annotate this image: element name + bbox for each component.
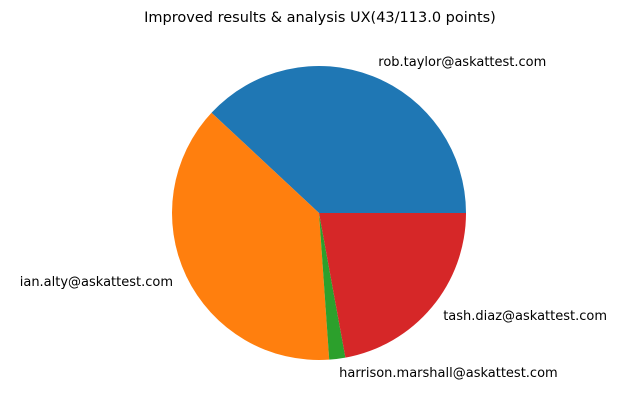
pie-slice-2 xyxy=(172,112,330,360)
pie-slice-label-3: harrison.marshall@askattest.com xyxy=(339,366,558,381)
pie-slice-4 xyxy=(319,213,466,358)
pie-slice-1 xyxy=(211,66,466,213)
pie-slice-3 xyxy=(319,213,346,360)
pie-slice-label-4: tash.diaz@askattest.com xyxy=(443,309,607,324)
pie-slices xyxy=(172,66,466,360)
pie-slice-label-1: rob.taylor@askattest.com xyxy=(378,55,546,70)
pie-labels: rob.taylor@askattest.com ian.alty@askatte… xyxy=(20,55,607,381)
chart-title: Improved results & analysis UX(43/113.0 … xyxy=(144,10,496,26)
pie-slice-label-2: ian.alty@askattest.com xyxy=(20,275,173,290)
